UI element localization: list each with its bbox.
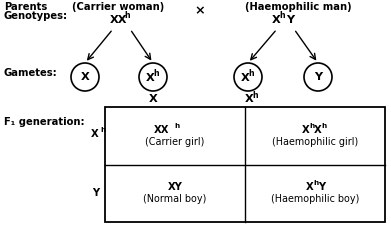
Text: h: h <box>252 90 258 99</box>
Text: Genotypes:: Genotypes: <box>4 11 68 21</box>
Text: h: h <box>321 123 326 129</box>
Text: X: X <box>81 72 90 82</box>
Text: F₁ generation:: F₁ generation: <box>4 117 84 127</box>
Text: h: h <box>100 127 105 133</box>
Text: X: X <box>306 182 314 192</box>
Text: X: X <box>91 129 99 139</box>
Text: X: X <box>149 94 157 104</box>
Text: (Normal boy): (Normal boy) <box>143 194 207 204</box>
Text: h: h <box>153 69 159 78</box>
Text: Y: Y <box>314 72 322 82</box>
Text: XY: XY <box>168 182 183 192</box>
Text: (Haemophilic man): (Haemophilic man) <box>245 2 351 12</box>
Text: h: h <box>279 11 285 20</box>
Text: Y: Y <box>92 188 99 198</box>
Text: Y: Y <box>318 182 325 192</box>
Text: (Carrier girl): (Carrier girl) <box>145 137 204 147</box>
Text: X: X <box>245 94 254 104</box>
Text: X: X <box>241 73 250 83</box>
Text: (Haemophilic boy): (Haemophilic boy) <box>271 194 359 204</box>
Text: Gametes:: Gametes: <box>4 68 58 78</box>
Text: (Haemophilic girl): (Haemophilic girl) <box>272 137 358 147</box>
Bar <box>105 107 385 222</box>
Text: Parents: Parents <box>4 2 47 12</box>
Text: X: X <box>272 15 281 25</box>
Text: h: h <box>124 11 130 20</box>
Text: XX: XX <box>110 15 127 25</box>
Text: h: h <box>313 180 318 186</box>
Text: X: X <box>146 73 155 83</box>
Text: h: h <box>309 123 314 129</box>
Text: h: h <box>174 123 179 129</box>
Text: XX: XX <box>154 125 169 135</box>
Text: X: X <box>314 125 322 135</box>
Text: X: X <box>302 125 310 135</box>
Text: Y: Y <box>286 15 294 25</box>
Text: h: h <box>248 69 254 78</box>
Text: (Carrier woman): (Carrier woman) <box>72 2 164 12</box>
Text: ×: × <box>195 4 205 17</box>
